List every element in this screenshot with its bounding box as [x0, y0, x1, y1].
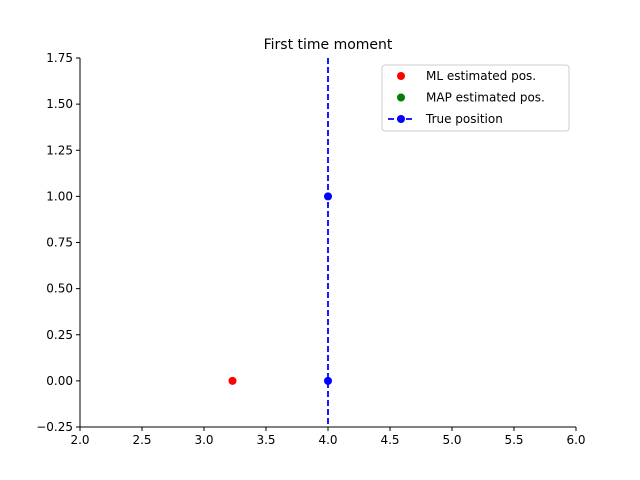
x-tick-label: 2.5	[132, 433, 151, 447]
legend-marker	[397, 115, 405, 123]
y-tick-label: 1.75	[46, 51, 73, 65]
x-tick-label: 3.0	[194, 433, 213, 447]
legend-label: MAP estimated pos.	[426, 91, 545, 105]
y-tick-label: 1.00	[46, 189, 73, 203]
x-tick-label: 2.0	[70, 433, 89, 447]
legend: ML estimated pos. MAP estimated pos. True …	[381, 64, 570, 132]
x-tick-label: 4.0	[318, 433, 337, 447]
x-tick-label: 5.5	[504, 433, 523, 447]
y-tick-label: 0.00	[46, 374, 73, 388]
x-tick-label: 3.5	[256, 433, 275, 447]
y-tick-label: 1.50	[46, 97, 73, 111]
plot-area: 2.0 2.5 3.0 3.5 4.0 4.5 5.0 5.5 6.0 −0.25 0.00 0.25…	[36, 51, 585, 447]
x-tick-label: 5.0	[442, 433, 461, 447]
legend-label: ML estimated pos.	[426, 69, 536, 83]
data-point	[324, 376, 332, 385]
legend-marker	[397, 72, 405, 80]
data-point	[324, 192, 332, 201]
legend-label: True position	[425, 112, 503, 126]
chart-title: First time moment	[264, 37, 393, 53]
y-tick-label: 1.25	[46, 143, 73, 157]
y-tick-label: 0.50	[46, 282, 73, 296]
y-tick-label: 0.25	[46, 328, 73, 342]
legend-marker	[397, 93, 405, 102]
y-tick-label: −0.25	[36, 420, 73, 434]
x-tick-label: 4.5	[380, 433, 399, 447]
x-tick-label: 6.0	[566, 433, 585, 447]
y-tick-label: 0.75	[46, 236, 73, 250]
legend-frame	[381, 64, 570, 132]
data-point	[228, 376, 237, 385]
